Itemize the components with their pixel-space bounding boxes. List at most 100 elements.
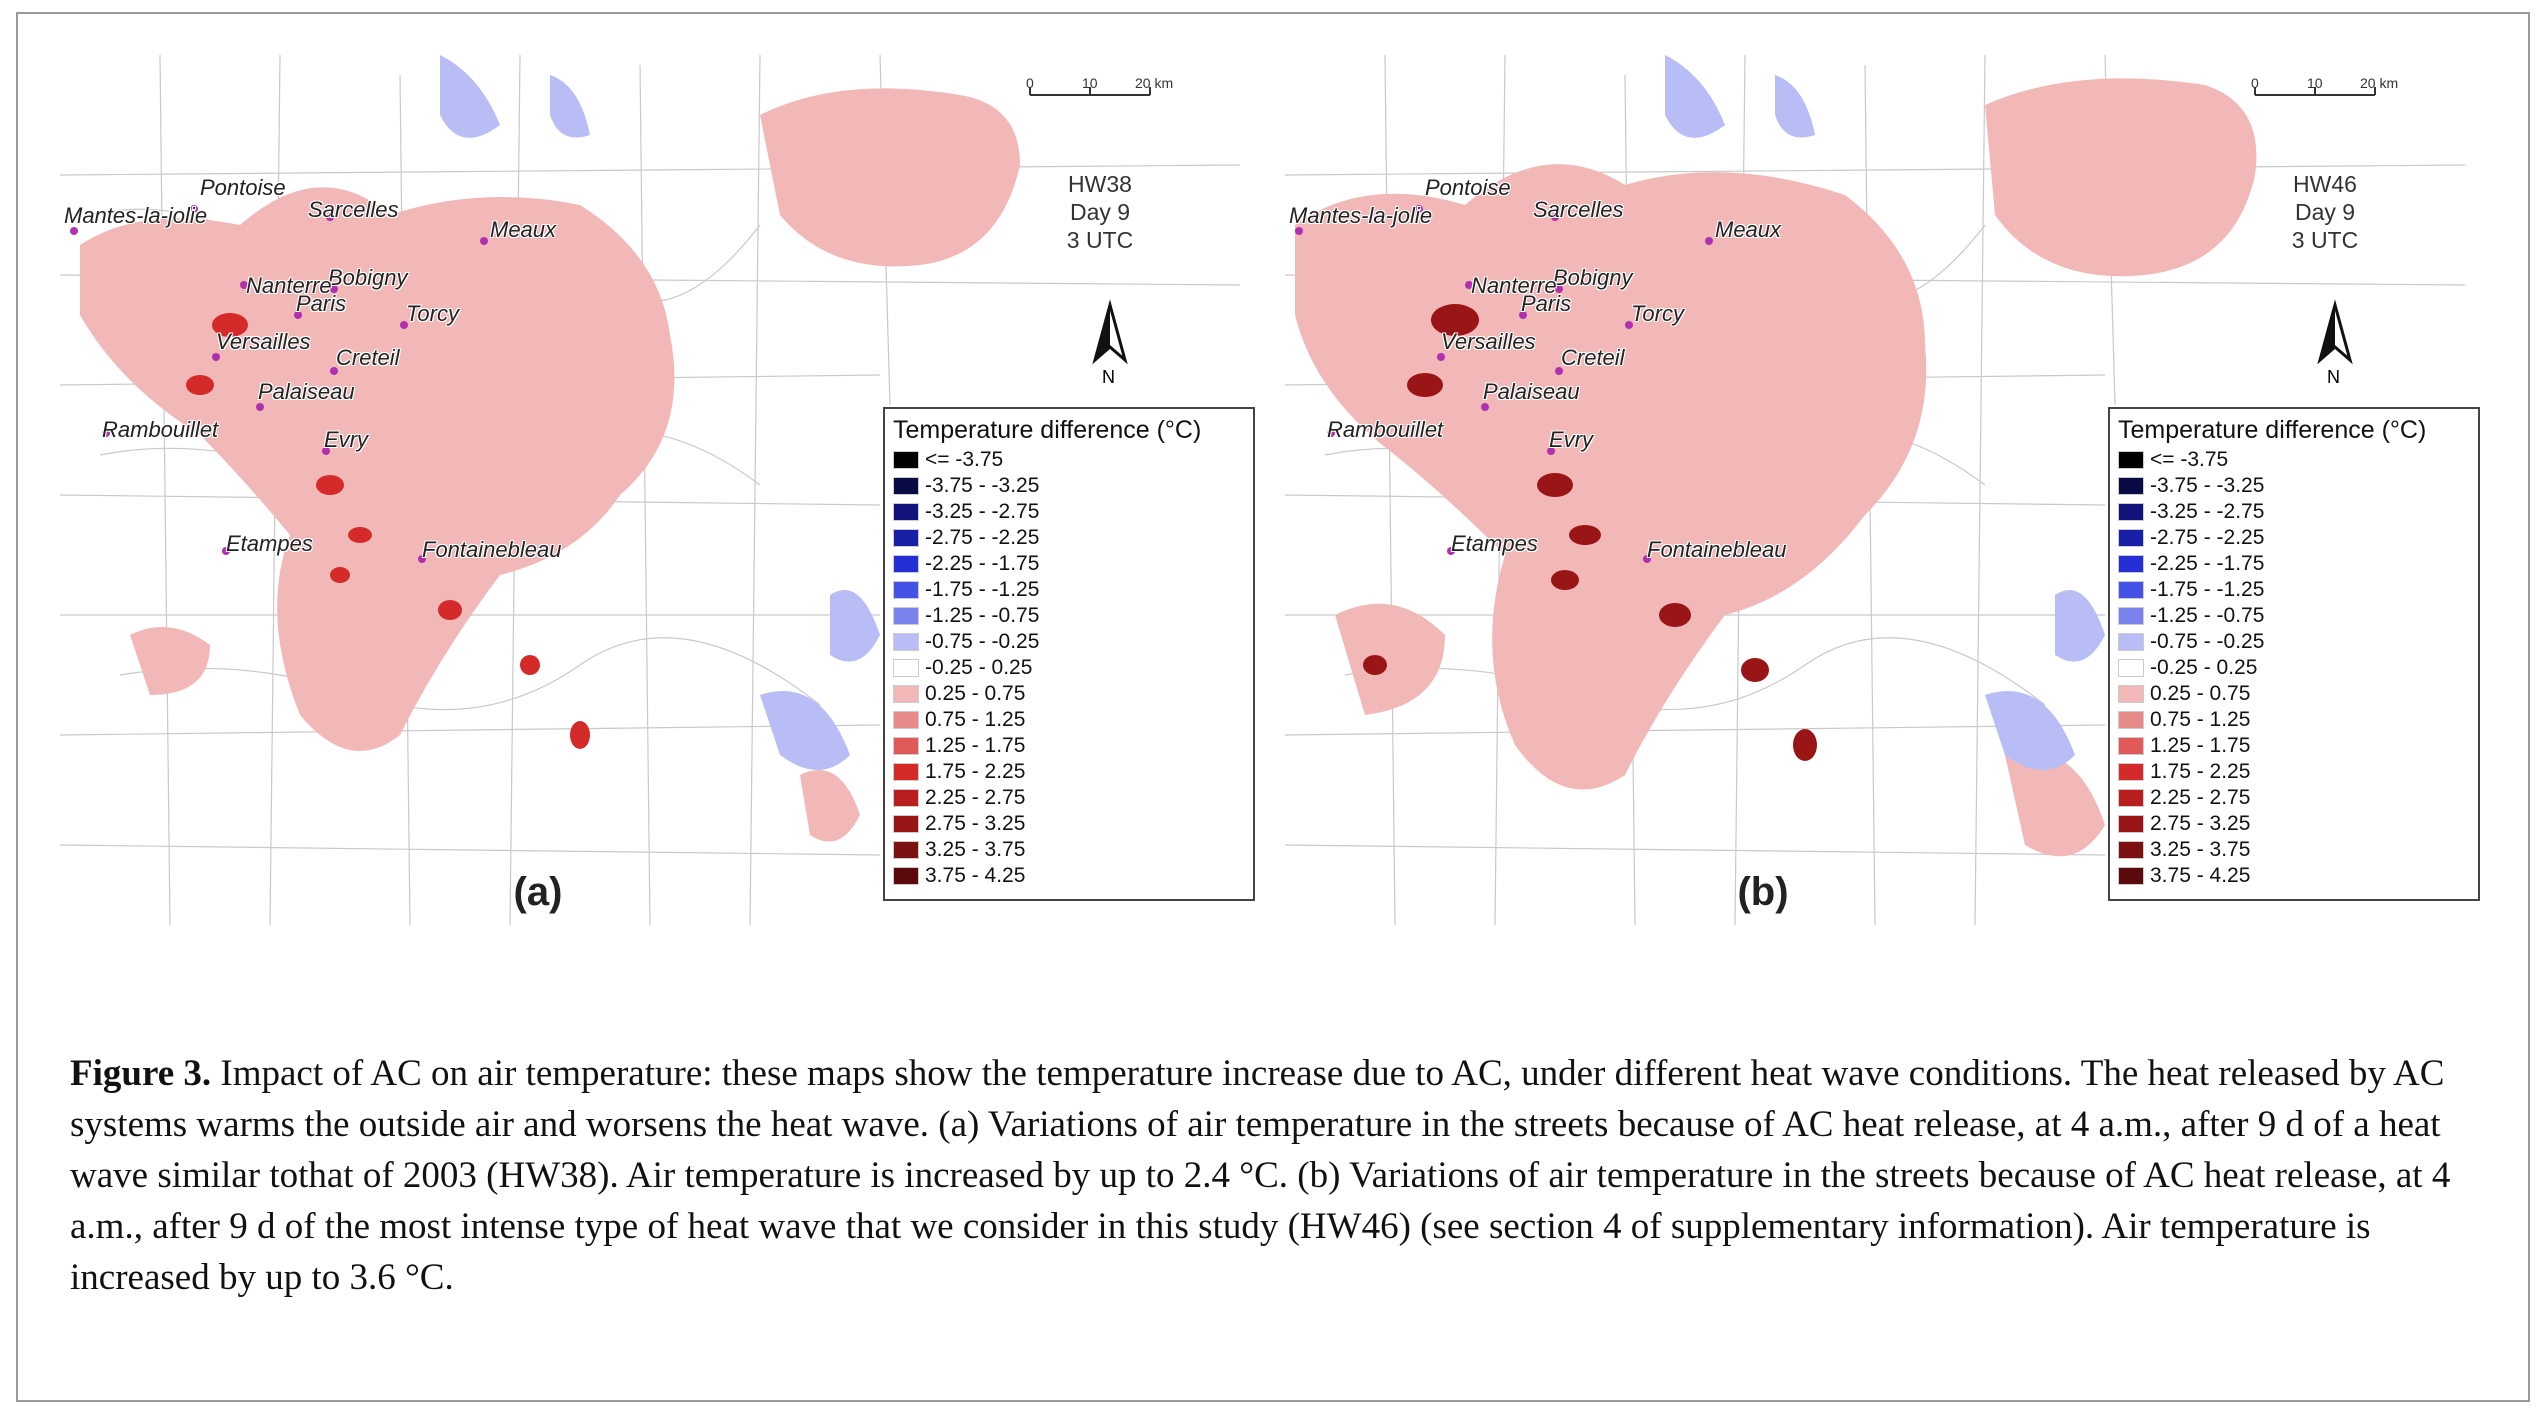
- legend-row: 0.25 - 0.75: [893, 681, 1245, 707]
- city-label: Creteil: [336, 345, 400, 370]
- cool-spots-b: [1665, 55, 2105, 770]
- legend-title: Temperature difference (°C): [2118, 416, 2427, 444]
- scenario-label: HW38: [1068, 171, 1132, 197]
- legend-row: 3.25 - 3.75: [893, 837, 1245, 863]
- city-label: Rambouillet: [102, 417, 219, 442]
- scale-tick-20: 20 km: [1135, 75, 1174, 91]
- legend-row: -2.25 - -1.75: [2118, 551, 2470, 577]
- city-label: Paris: [1521, 291, 1572, 316]
- north-arrow-a: N: [1080, 295, 1140, 395]
- legend-row: 0.25 - 0.75: [2118, 681, 2470, 707]
- north-arrow-icon: [1092, 299, 1128, 365]
- legend-row: 0.75 - 1.25: [893, 707, 1245, 733]
- city-label: Sarcelles: [308, 197, 399, 222]
- legend-row: -1.25 - -0.75: [893, 603, 1245, 629]
- map-panel-a: 0 10 20 km HW38 Day 9 3 UTC N Pontoise M…: [60, 55, 1260, 925]
- panel-label-b: (b): [1737, 870, 1789, 914]
- city-label: Nanterre: [246, 273, 332, 298]
- figure-caption: Figure 3. Impact of AC on air temperatur…: [70, 1048, 2490, 1303]
- scale-bar-graphic: [2254, 87, 2376, 96]
- hot-spots-a: [186, 313, 590, 749]
- legend-row: -2.75 - -2.25: [893, 525, 1245, 551]
- north-arrow-b: N: [2305, 295, 2365, 395]
- legend-row: 0.75 - 1.25: [2118, 707, 2470, 733]
- cool-spots-a: [440, 55, 880, 770]
- legend-row: -1.25 - -0.75: [2118, 603, 2470, 629]
- city-label: Torcy: [1631, 301, 1684, 326]
- city-label: Meaux: [1715, 217, 1782, 242]
- legend-a: Temperature difference (°C) <= -3.75 -3.…: [883, 407, 1255, 901]
- city-label: Torcy: [406, 301, 459, 326]
- time-label: 3 UTC: [2291, 227, 2359, 253]
- legend-row: -0.25 - 0.25: [2118, 655, 2470, 681]
- north-label: N: [2327, 367, 2340, 387]
- city-label: Evry: [324, 427, 368, 452]
- legend-row: <= -3.75: [893, 447, 1245, 473]
- map-b: [1285, 55, 2466, 925]
- city-label: Versailles: [216, 329, 311, 354]
- city-label: Etampes: [226, 531, 313, 556]
- panel-label-a: (a): [513, 870, 563, 914]
- scale-bar-a: 0 10 20 km: [1020, 75, 1220, 135]
- scale-tick-10: 10: [2307, 75, 2323, 91]
- city-label: Pontoise: [1425, 175, 1511, 200]
- legend-row: -3.75 - -3.25: [893, 473, 1245, 499]
- city-label: Versailles: [1441, 329, 1536, 354]
- legend-row: 1.25 - 1.75: [2118, 733, 2470, 759]
- time-label: 3 UTC: [1066, 227, 1134, 253]
- city-label: Nanterre: [1471, 273, 1557, 298]
- legend-title: Temperature difference (°C): [893, 416, 1202, 444]
- city-label: Evry: [1549, 427, 1593, 452]
- city-label: Fontainebleau: [422, 537, 562, 562]
- legend-row: 2.25 - 2.75: [893, 785, 1245, 811]
- city-label: Etampes: [1451, 531, 1538, 556]
- city-label: Bobigny: [1553, 265, 1633, 290]
- north-arrow-icon: [2317, 299, 2353, 365]
- legend-row: 3.75 - 4.25: [893, 863, 1245, 889]
- scale-tick-10: 10: [1082, 75, 1098, 91]
- north-label: N: [1102, 367, 1115, 387]
- city-label: Mantes-la-jolie: [64, 203, 208, 228]
- legend-row: -3.25 - -2.75: [2118, 499, 2470, 525]
- legend-row: 3.25 - 3.75: [2118, 837, 2470, 863]
- caption-text: Impact of AC on air temperature: these m…: [70, 1053, 2451, 1298]
- city-label: Pontoise: [200, 175, 286, 200]
- legend-row: -3.25 - -2.75: [893, 499, 1245, 525]
- scenario-info-a: HW38 Day 9 3 UTC: [1040, 170, 1160, 254]
- caption-label: Figure 3.: [70, 1053, 212, 1094]
- scale-tick-0: 0: [2251, 75, 2259, 91]
- legend-row: 3.75 - 4.25: [2118, 863, 2470, 889]
- legend-b: Temperature difference (°C) <= -3.75 -3.…: [2108, 407, 2480, 901]
- scale-bar-b: 0 10 20 km: [2245, 75, 2445, 135]
- legend-row: -1.75 - -1.25: [2118, 577, 2470, 603]
- city-label: Sarcelles: [1533, 197, 1624, 222]
- legend-row: -2.75 - -2.25: [2118, 525, 2470, 551]
- scenario-info-b: HW46 Day 9 3 UTC: [2265, 170, 2385, 254]
- city-label: Rambouillet: [1327, 417, 1444, 442]
- hot-spots-b: [1363, 304, 1817, 761]
- legend-row: -0.75 - -0.25: [2118, 629, 2470, 655]
- day-label: Day 9: [2294, 199, 2356, 225]
- city-label: Fontainebleau: [1647, 537, 1787, 562]
- legend-row: -3.75 - -3.25: [2118, 473, 2470, 499]
- scale-tick-0: 0: [1026, 75, 1034, 91]
- map-a: [60, 55, 1241, 925]
- map-panel-b: 0 10 20 km HW46 Day 9 3 UTC N Pontoise M…: [1285, 55, 2485, 925]
- city-label: Palaiseau: [258, 379, 355, 404]
- legend-row: 2.75 - 3.25: [2118, 811, 2470, 837]
- legend-row: -1.75 - -1.25: [893, 577, 1245, 603]
- legend-row: -0.75 - -0.25: [893, 629, 1245, 655]
- legend-row: 2.25 - 2.75: [2118, 785, 2470, 811]
- scale-tick-20: 20 km: [2360, 75, 2399, 91]
- legend-row: <= -3.75: [2118, 447, 2470, 473]
- scenario-label: HW46: [2293, 171, 2357, 197]
- day-label: Day 9: [1069, 199, 1131, 225]
- legend-row: 1.75 - 2.25: [2118, 759, 2470, 785]
- city-label: Palaiseau: [1483, 379, 1580, 404]
- legend-row: 2.75 - 3.25: [893, 811, 1245, 837]
- legend-row: -0.25 - 0.25: [893, 655, 1245, 681]
- city-label: Bobigny: [328, 265, 408, 290]
- city-label: Meaux: [490, 217, 557, 242]
- city-label: Mantes-la-jolie: [1289, 203, 1433, 228]
- scale-bar-graphic: [1029, 87, 1151, 96]
